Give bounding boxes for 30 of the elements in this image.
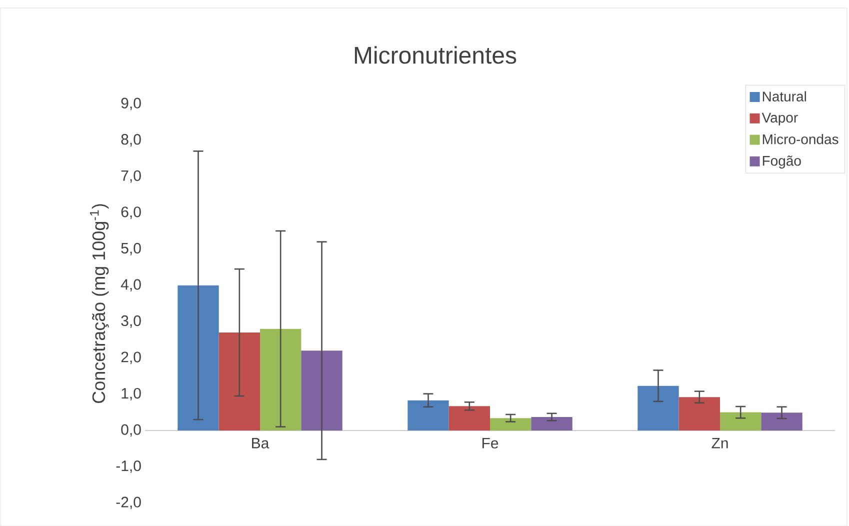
bar xyxy=(761,412,802,430)
legend-label: Fogão xyxy=(762,156,801,168)
bar xyxy=(490,418,532,430)
y-tick-label: 1,0 xyxy=(122,388,141,400)
legend-label: Natural xyxy=(762,91,806,102)
y-tick-label: 6,0 xyxy=(121,206,141,219)
chart-title: Micronutrientes xyxy=(354,46,516,64)
bar xyxy=(531,416,572,430)
bar xyxy=(720,412,762,430)
bar xyxy=(408,400,449,430)
y-tick-label: 7,0 xyxy=(121,170,141,183)
x-tick-label: Ba xyxy=(252,438,270,448)
y-tick-label: 8,0 xyxy=(121,134,141,146)
legend-label: Vapor xyxy=(762,112,798,126)
y-tick-label: 4,0 xyxy=(120,279,141,292)
bar xyxy=(301,350,342,430)
y-tick-label: -1,0 xyxy=(116,460,141,473)
y-tick-label: 9,0 xyxy=(121,98,141,110)
x-tick-label: Fe xyxy=(482,438,498,448)
y-tick-label: -2,0 xyxy=(116,496,141,510)
y-tick-label: 5,0 xyxy=(121,242,141,256)
bar xyxy=(448,406,490,430)
legend-label: Micro-ondas xyxy=(762,134,838,144)
bar xyxy=(678,396,720,430)
y-tick-label: 2,0 xyxy=(121,352,141,364)
bar xyxy=(638,386,679,430)
y-tick-label: 3,0 xyxy=(121,315,141,328)
x-tick-label: Zn xyxy=(712,438,728,448)
y-axis-title: Concetração (mg 100g$^{-1}$) xyxy=(90,204,109,403)
y-tick-label: 0,0 xyxy=(121,424,141,437)
